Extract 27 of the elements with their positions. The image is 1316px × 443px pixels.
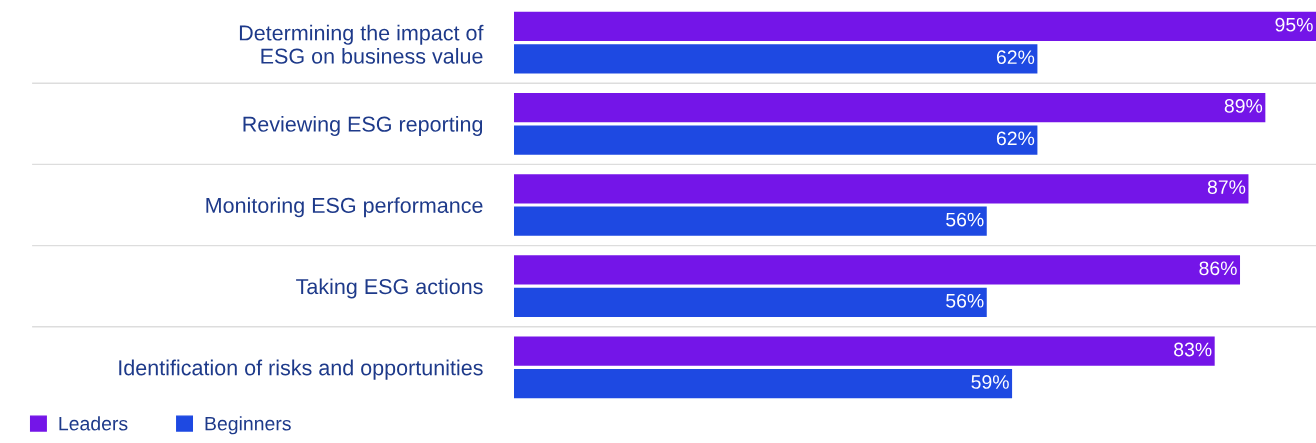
data-label: 86%: [1199, 261, 1237, 276]
data-label: 62%: [996, 50, 1035, 65]
y-tick-label: Reviewing ESG reporting: [243, 116, 483, 137]
y-tick-label: Determining the impact of ESG on business value: [239, 24, 484, 64]
bar: [514, 369, 1013, 399]
data-label: 87%: [1207, 180, 1246, 194]
bar: [514, 206, 987, 236]
y-tick-label: Identification of risks and opportunities: [119, 359, 483, 380]
bar: [514, 255, 1241, 285]
legend-label: Leaders: [59, 416, 128, 431]
bar: [514, 11, 1316, 41]
bar: [514, 44, 1038, 74]
y-tick-label: Monitoring ESG performance: [206, 197, 483, 218]
bar: [514, 92, 1266, 123]
bar: [514, 336, 1215, 366]
bar: [514, 287, 987, 318]
data-label: 83%: [1174, 342, 1212, 357]
y-tick-label: Taking ESG actions: [296, 278, 483, 299]
data-label: 62%: [996, 131, 1035, 146]
bar: [514, 174, 1249, 204]
data-label: 56%: [946, 293, 984, 308]
data-label: 95%: [1275, 17, 1313, 32]
data-label: 59%: [971, 375, 1009, 389]
data-label: 89%: [1224, 99, 1263, 113]
bar: [514, 125, 1038, 155]
legend-label: Beginners: [205, 416, 291, 435]
data-label: 56%: [946, 212, 984, 227]
